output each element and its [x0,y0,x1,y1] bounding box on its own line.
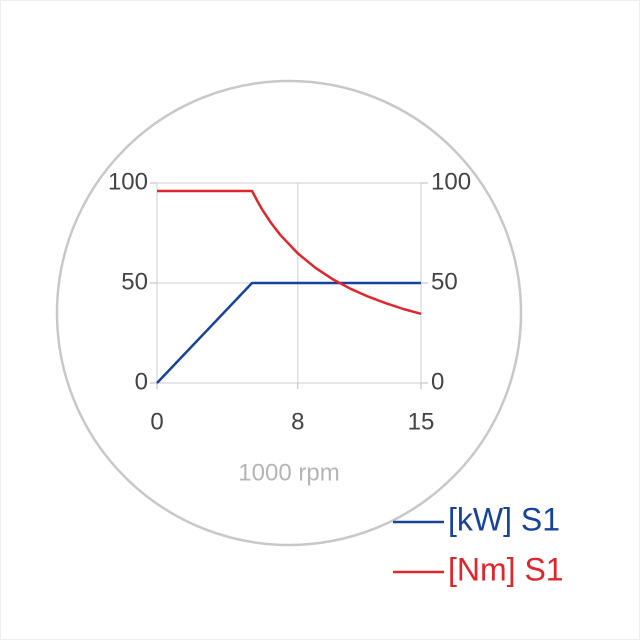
series-line [157,189,422,316]
x-tick-label: 0 [150,408,163,435]
y-tick-label: 100 [108,168,148,195]
legend-label: [kW] S1 [448,501,560,537]
y2-tick-label: 0 [431,368,444,395]
dial-circle [55,79,523,547]
y-tick-label: 50 [121,268,148,295]
y-tick-label: 0 [135,368,148,395]
x-tick-label: 15 [408,408,435,435]
y2-tick-label: 100 [431,168,471,195]
y2-tick-label: 50 [431,268,458,295]
legend-label: [Nm] S1 [448,551,564,587]
series-line [156,281,421,384]
x-axis-label: 1000 rpm [238,459,339,486]
x-tick-label: 8 [291,408,304,435]
